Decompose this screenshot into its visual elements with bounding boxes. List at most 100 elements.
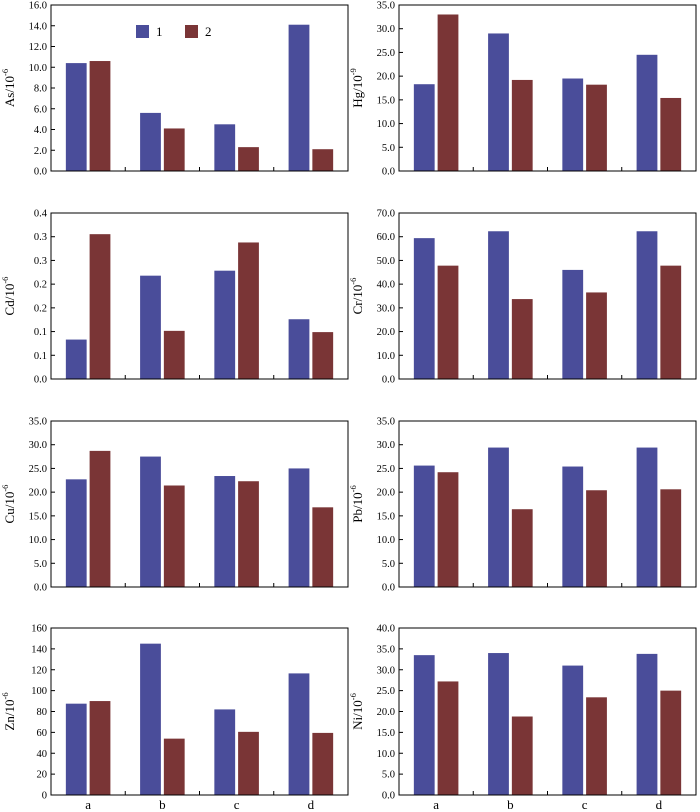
bar-hg-c-series-1 bbox=[562, 78, 584, 171]
chart-cr: 0.0 10.0 20.0 30.0 40.0 50.0 60.0 70.0 Cr/10-6 bbox=[348, 209, 697, 386]
y-axis-label-base: Cr/10 bbox=[350, 285, 365, 315]
bar-as-a-series-2 bbox=[89, 61, 111, 171]
y-tick-label: 0 bbox=[42, 791, 47, 802]
bar-cr-a-series-1 bbox=[413, 238, 435, 379]
y-axis-label-base: As/10 bbox=[2, 76, 17, 107]
y-axis-label-exponent: -9 bbox=[348, 68, 358, 75]
bar-as-b-series-2 bbox=[163, 128, 185, 171]
bar-cd-b-series-1 bbox=[140, 275, 161, 379]
chart-cu: 0.0 5.0 10.0 15.0 20.0 25.0 30.0 35.0 Cu/10-6 bbox=[0, 417, 349, 594]
bar-pb-c-series-1 bbox=[562, 466, 584, 587]
bar-zn-a-series-1 bbox=[65, 703, 87, 795]
y-tick-label: 5.0 bbox=[382, 143, 395, 154]
y-tick-label: 30.0 bbox=[377, 665, 395, 676]
bar-cd-a-series-1 bbox=[65, 339, 87, 379]
bar-pb-d-series-1 bbox=[636, 447, 658, 587]
y-tick-label: 20 bbox=[37, 770, 48, 781]
chart-zn: 0 20 40 60 80 100 120 140 160 Zn/10-6 a b c d bbox=[0, 624, 349, 812]
bar-cu-b-series-1 bbox=[140, 456, 161, 587]
y-tick-label: 30.0 bbox=[29, 440, 47, 451]
x-category-label-d: d bbox=[656, 797, 663, 812]
y-tick-label: 0.0 bbox=[382, 791, 395, 802]
bar-cr-a-series-2 bbox=[437, 265, 459, 379]
x-category-label-c: c bbox=[582, 797, 588, 812]
bar-cr-d-series-1 bbox=[636, 231, 658, 379]
bar-zn-c-series-2 bbox=[238, 731, 259, 795]
y-tick-label: 160 bbox=[31, 624, 47, 635]
bar-zn-d-series-1 bbox=[288, 673, 310, 795]
bar-pb-a-series-2 bbox=[437, 472, 459, 587]
bar-cu-d-series-1 bbox=[288, 468, 310, 587]
legend-label-1: 1 bbox=[156, 24, 163, 39]
y-tick-label: 0.2 bbox=[34, 280, 47, 291]
y-tick-label: 4.0 bbox=[34, 125, 47, 136]
y-tick-label: 2.0 bbox=[34, 146, 47, 157]
bar-zn-b-series-1 bbox=[140, 643, 161, 795]
bar-ni-d-series-1 bbox=[636, 653, 658, 795]
y-tick-label: 16.0 bbox=[29, 1, 47, 12]
y-tick-label: 10.0 bbox=[29, 63, 47, 74]
bar-cr-c-series-1 bbox=[562, 269, 584, 379]
bar-cu-d-series-2 bbox=[312, 507, 334, 587]
y-tick-label: 10.0 bbox=[377, 749, 395, 760]
y-tick-label: 20.0 bbox=[377, 72, 395, 83]
bar-cd-a-series-2 bbox=[89, 234, 111, 379]
y-tick-label: 10.0 bbox=[377, 119, 395, 130]
bar-cd-b-series-2 bbox=[163, 330, 185, 379]
bar-cu-c-series-2 bbox=[238, 481, 259, 587]
bar-cr-b-series-1 bbox=[488, 231, 509, 379]
legend-swatch-2 bbox=[185, 25, 198, 38]
y-tick-label: 0.0 bbox=[382, 583, 395, 594]
x-category-label-b: b bbox=[507, 797, 514, 812]
y-axis-label-base: Cu/10 bbox=[2, 492, 17, 524]
y-axis-label-exponent: -6 bbox=[0, 485, 10, 492]
y-tick-label: 25.0 bbox=[377, 48, 395, 59]
y-tick-label: 25.0 bbox=[29, 464, 47, 475]
y-tick-label: 25.0 bbox=[377, 464, 395, 475]
bar-as-b-series-1 bbox=[140, 112, 161, 171]
chart-ni: 0.0 5.0 10.0 15.0 20.0 25.0 30.0 35.0 40.0 Ni/10-… bbox=[348, 624, 697, 812]
y-axis-label-exponent: -6 bbox=[348, 278, 358, 285]
bar-pb-c-series-2 bbox=[586, 490, 607, 587]
bar-cr-d-series-2 bbox=[660, 265, 682, 379]
y-tick-label: 50.0 bbox=[377, 256, 395, 267]
bar-ni-b-series-2 bbox=[511, 716, 533, 795]
y-tick-label: 30.0 bbox=[377, 440, 395, 451]
bar-cu-b-series-2 bbox=[163, 485, 185, 587]
bar-hg-d-series-2 bbox=[660, 97, 682, 171]
bar-ni-c-series-1 bbox=[562, 665, 584, 795]
y-tick-label: 140 bbox=[31, 644, 47, 655]
y-tick-label: 35.0 bbox=[29, 417, 47, 428]
y-axis-label-base: Zn/10 bbox=[2, 700, 17, 731]
y-tick-label: 10.0 bbox=[377, 351, 395, 362]
chart-cd: 0.0 0.1 0.1 0.2 0.2 0.3 0.3 0.4 Cd/10-6 bbox=[0, 209, 349, 386]
bar-cd-d-series-2 bbox=[312, 332, 334, 379]
x-category-label-a: a bbox=[433, 797, 439, 812]
bar-as-d-series-2 bbox=[312, 149, 334, 171]
x-category-label-b: b bbox=[159, 797, 166, 812]
y-axis-label-exponent: -6 bbox=[0, 277, 10, 284]
y-tick-label: 35.0 bbox=[377, 1, 395, 12]
chart-hg: 0.0 5.0 10.0 15.0 20.0 25.0 30.0 35.0 Hg/10-9 bbox=[348, 1, 697, 178]
y-tick-label: 15.0 bbox=[377, 728, 395, 739]
y-tick-label: 15.0 bbox=[377, 511, 395, 522]
bar-cu-a-series-2 bbox=[89, 450, 111, 587]
bar-cr-c-series-2 bbox=[586, 292, 607, 379]
y-axis-label-exponent: -6 bbox=[0, 692, 10, 699]
bar-pb-d-series-2 bbox=[660, 489, 682, 587]
y-tick-label: 10.0 bbox=[377, 535, 395, 546]
y-tick-label: 60.0 bbox=[377, 232, 395, 243]
y-tick-label: 0.3 bbox=[34, 256, 47, 267]
y-axis-label-exponent: -6 bbox=[0, 69, 10, 76]
bar-ni-a-series-1 bbox=[413, 655, 435, 795]
y-tick-label: 40 bbox=[37, 749, 48, 760]
y-axis-label-base: Hg/10 bbox=[350, 75, 365, 108]
bar-hg-b-series-1 bbox=[488, 33, 509, 172]
y-tick-label: 6.0 bbox=[34, 104, 47, 115]
y-tick-label: 80 bbox=[37, 707, 48, 718]
y-tick-label: 0.3 bbox=[34, 232, 47, 243]
y-tick-label: 30.0 bbox=[377, 303, 395, 314]
bar-as-a-series-1 bbox=[65, 63, 87, 171]
